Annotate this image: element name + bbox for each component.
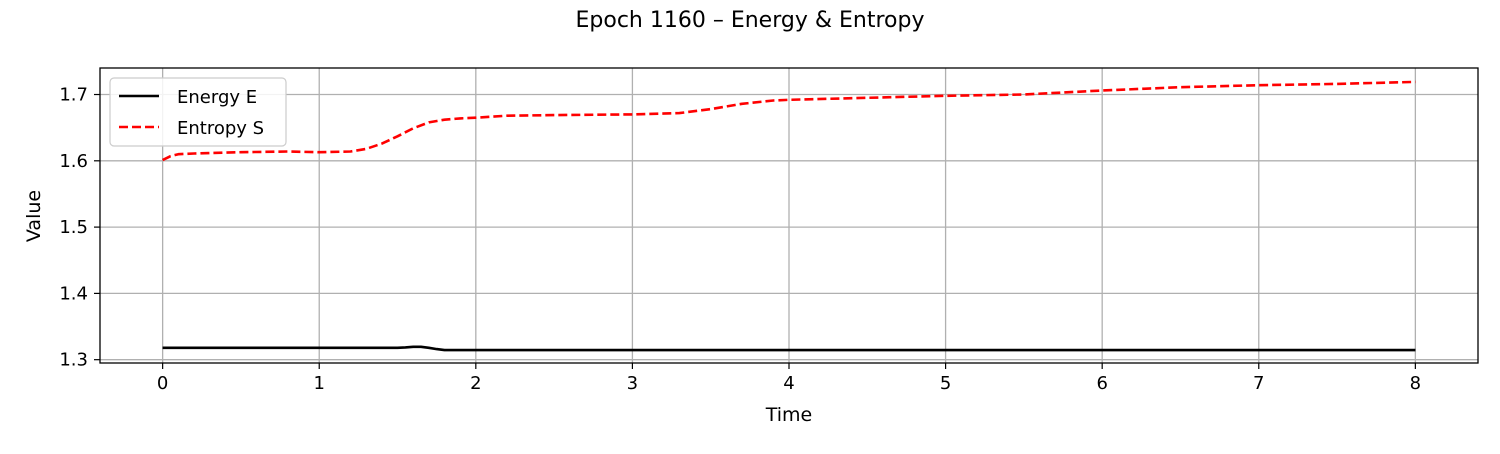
tick-layer: 0 1 2 3 4 5 6 7 8 1.3 1.4 1.5 1.6 1.7 [59,85,1421,394]
x-tick-label: 6 [1096,373,1107,394]
x-tick-label: 3 [627,373,638,394]
x-tick-label: 2 [470,373,481,394]
entropy-s-line [162,80,1416,162]
x-axis-label: Time [765,404,813,426]
x-tick-label: 1 [314,373,325,394]
y-tick-label: 1.6 [59,151,88,172]
x-tick-label: 4 [783,373,794,394]
chart-title: Epoch 1160 – Energy & Entropy [576,8,925,33]
y-tick-label: 1.4 [59,283,88,304]
y-tick-label: 1.3 [59,350,88,371]
series-layer [162,80,1416,352]
x-tick-label: 7 [1253,373,1264,394]
legend-label: Energy E [177,87,257,108]
y-tick-label: 1.5 [59,217,88,238]
x-tick-label: 8 [1410,373,1421,394]
x-tick-label: 5 [940,373,951,394]
legend: Energy E Entropy S [109,77,287,147]
y-axis-label: Value [23,190,45,242]
energy-e-line [162,345,1416,352]
x-tick-label: 0 [157,373,168,394]
legend-label: Entropy S [177,118,264,139]
grid-layer [100,68,1478,363]
y-tick-label: 1.7 [59,85,88,106]
